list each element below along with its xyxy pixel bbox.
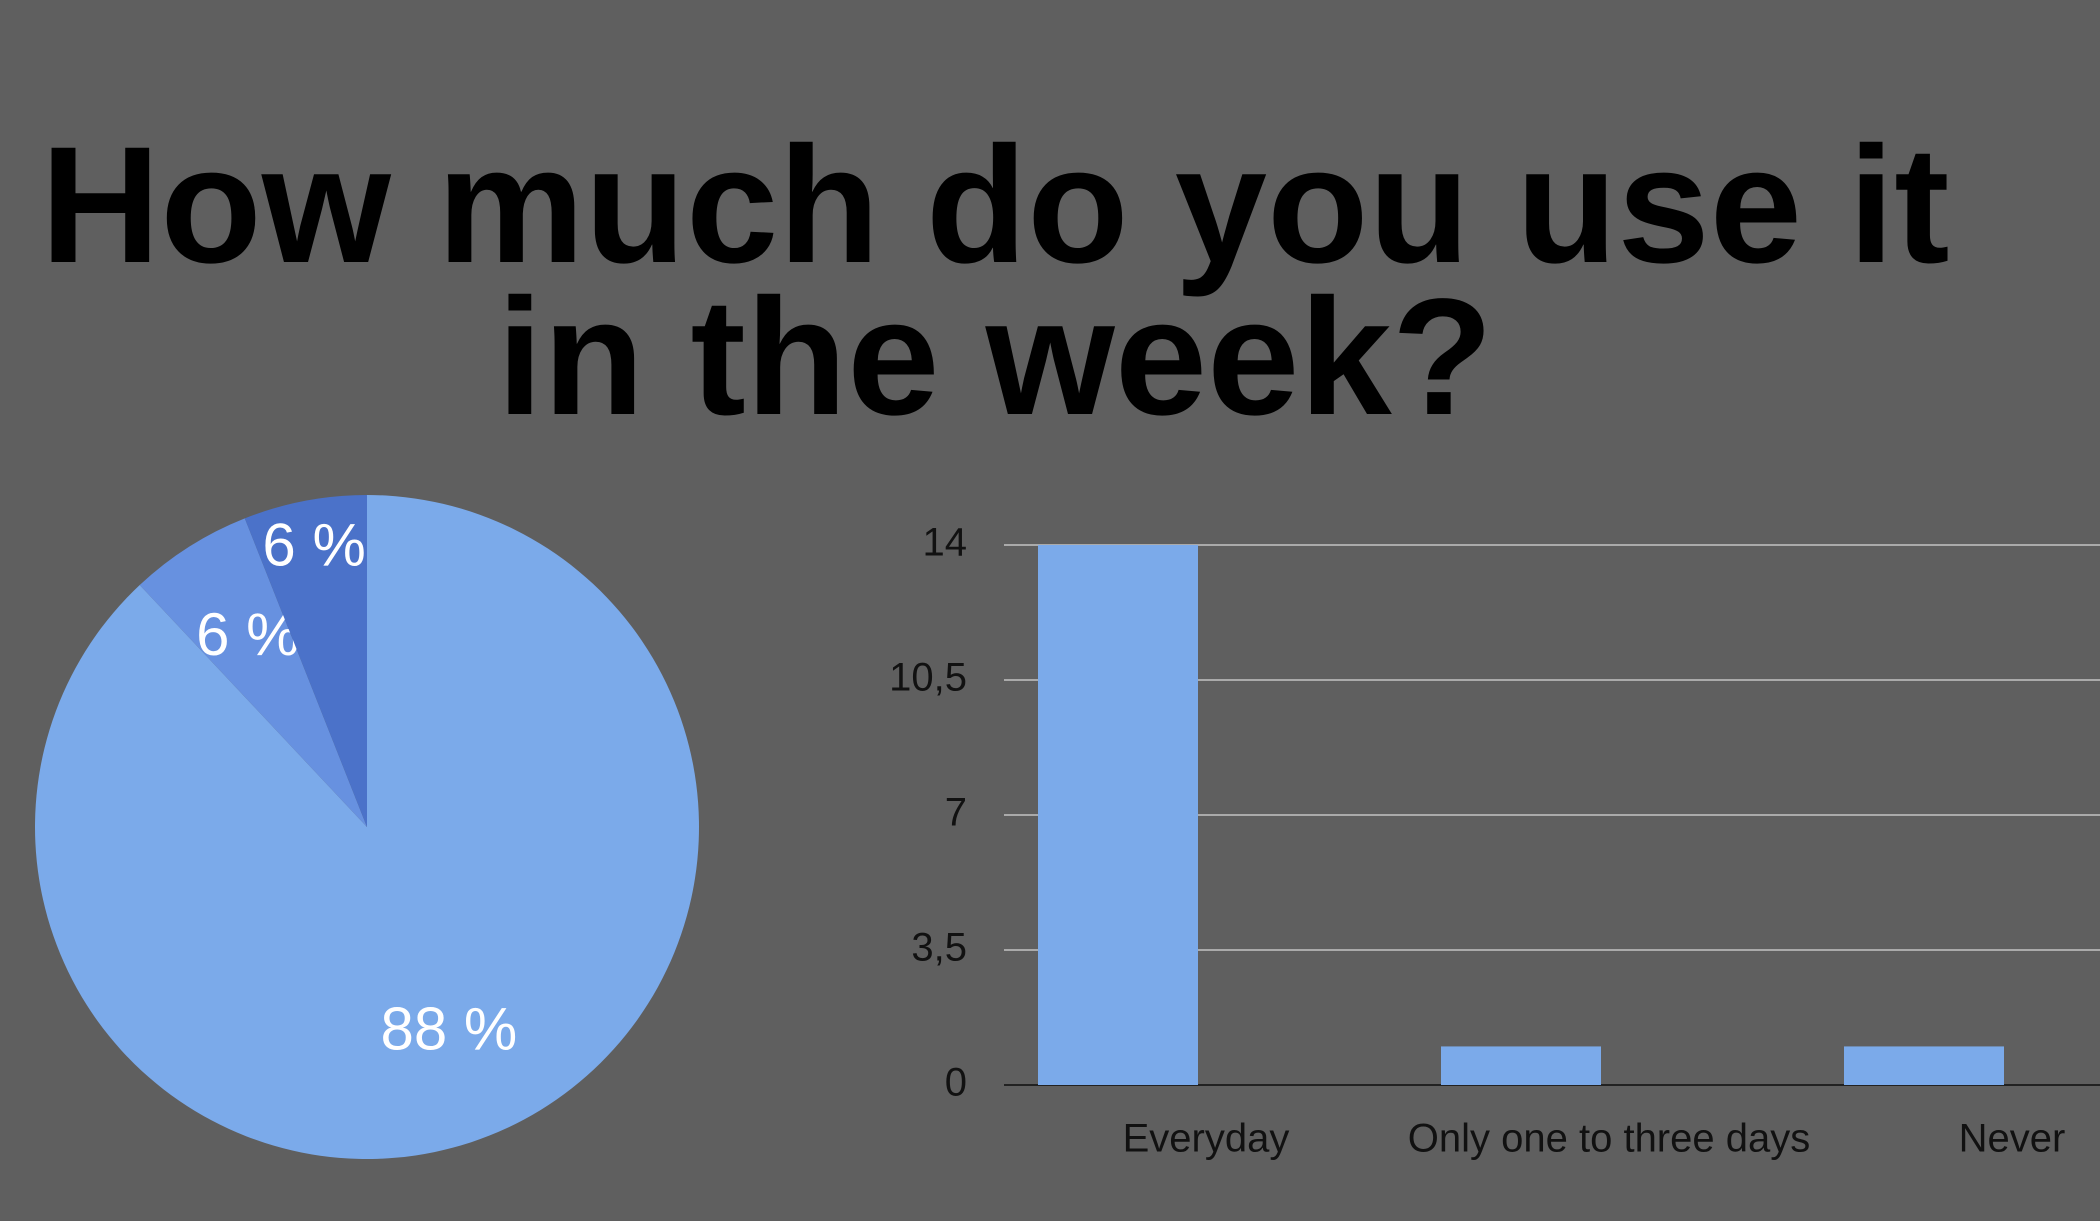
bar <box>1038 545 1198 1085</box>
slice-label: 88 % <box>381 996 518 1063</box>
slice-label: 6 % <box>262 512 365 579</box>
x-tick-label: Everyday <box>1123 1117 1290 1161</box>
pie-slice <box>244 495 367 827</box>
bar <box>1844 1046 2004 1085</box>
pie-slice <box>139 518 367 827</box>
y-tick-label: 3,5 <box>911 926 967 970</box>
x-tick-label: Never <box>1959 1117 2066 1161</box>
y-tick-label: 10,5 <box>889 656 967 700</box>
x-tick-label: Only one to three days <box>1408 1117 1810 1161</box>
y-tick-label: 7 <box>945 791 967 835</box>
y-tick-label: 14 <box>923 521 968 565</box>
slide-title: How much do you use it in the week? <box>40 113 1950 450</box>
y-tick-label: 0 <box>945 1061 967 1105</box>
bar <box>1441 1046 1601 1085</box>
